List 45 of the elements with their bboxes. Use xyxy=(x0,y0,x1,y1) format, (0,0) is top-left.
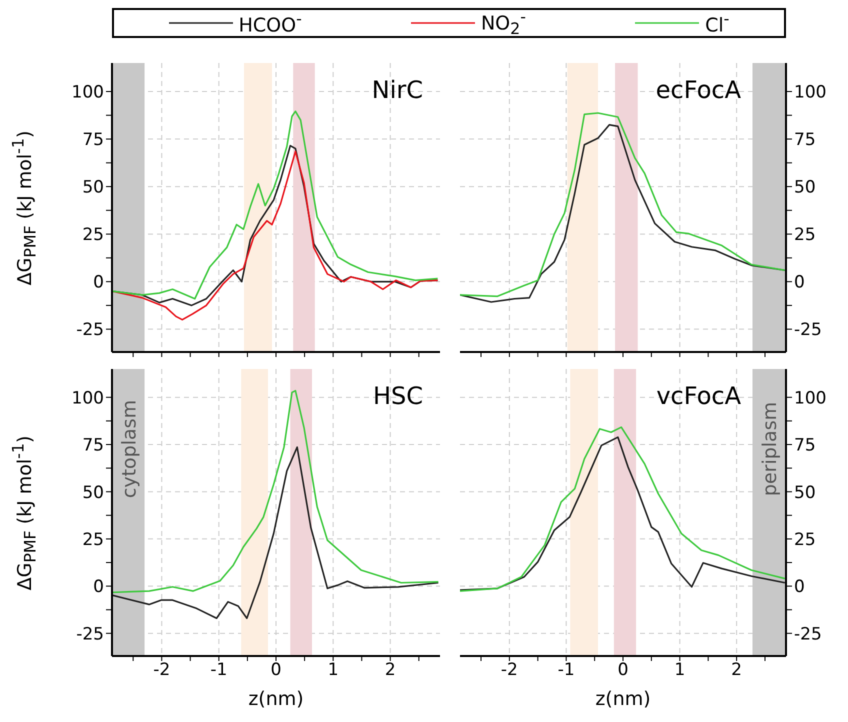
legend-label: Cl$^{-}$ xyxy=(705,9,730,37)
y-tick-label: 25 xyxy=(82,225,104,246)
y-tick-label: 75 xyxy=(794,436,816,456)
y-tick-label: 75 xyxy=(794,130,816,150)
y-tick-label: 100 xyxy=(72,388,104,408)
text: NirC xyxy=(372,76,423,104)
y-tick-label: -25 xyxy=(76,320,104,340)
x-tick-label: 0 xyxy=(618,660,628,680)
y-tick-label: 50 xyxy=(82,482,104,503)
x-axis-title: z(nm) xyxy=(248,688,304,710)
x-axis-title: z(nm) xyxy=(595,688,651,710)
text: HSC xyxy=(372,382,423,410)
x-tick-label: 2 xyxy=(731,660,742,680)
y-tick-label: 100 xyxy=(72,82,104,103)
y-tick-label: 50 xyxy=(794,178,816,198)
y-tick-label: -25 xyxy=(794,624,822,644)
band-label: periplasm xyxy=(759,402,782,496)
x-tick-label: -1 xyxy=(558,660,575,680)
text: ecFocA xyxy=(656,76,741,104)
y-tick-label: 0 xyxy=(93,272,104,293)
y-tick-label: 100 xyxy=(794,388,826,408)
y-tick-label: 50 xyxy=(82,178,104,198)
x-tick-label: -2 xyxy=(500,660,518,680)
y-tick-label: 25 xyxy=(794,225,816,246)
x-tick-label: 1 xyxy=(674,660,686,680)
y-tick-label: -25 xyxy=(76,624,104,644)
y-tick-label: -25 xyxy=(794,320,822,340)
y-tick-label: 75 xyxy=(82,436,104,456)
legend-label: HCOO$^{-}$ xyxy=(238,9,302,37)
y-tick-label: 100 xyxy=(794,82,826,103)
x-tick-label: -1 xyxy=(210,660,228,680)
x-tick-label: 2 xyxy=(384,660,396,680)
y-tick-label: 25 xyxy=(82,530,104,550)
y-tick-label: 0 xyxy=(93,577,104,598)
text: vcFocA xyxy=(656,382,741,410)
line-series xyxy=(112,110,439,300)
x-tick-label: -2 xyxy=(153,660,170,680)
y-tick-label: 0 xyxy=(794,577,805,598)
y-tick-label: 75 xyxy=(82,130,104,150)
y-tick-label: 50 xyxy=(794,482,816,503)
y-tick-label: 0 xyxy=(794,272,805,293)
y-tick-label: 25 xyxy=(794,530,816,550)
band-label: cytoplasm xyxy=(118,400,140,498)
x-tick-label: 0 xyxy=(270,660,282,680)
x-tick-label: 1 xyxy=(328,660,339,680)
